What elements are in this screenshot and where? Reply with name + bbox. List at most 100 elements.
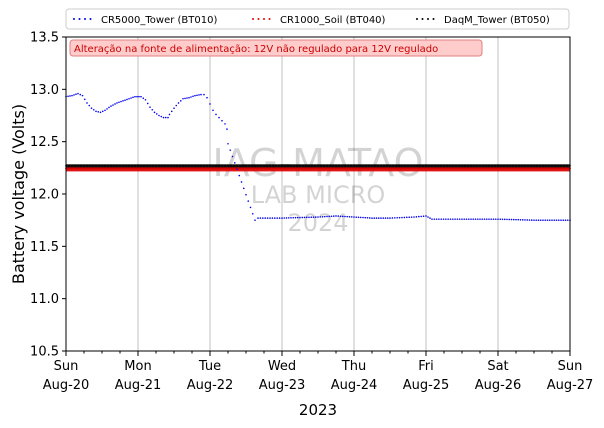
series-0-point	[492, 218, 495, 220]
y-tick-label-1: 11.0	[30, 292, 59, 307]
series-0-point	[162, 116, 165, 119]
series-1-point	[338, 167, 340, 170]
series-2-point	[368, 164, 370, 167]
series-2-point	[371, 164, 373, 167]
x-axis-title: 2023	[299, 401, 337, 419]
series-0-point	[389, 217, 391, 219]
series-1-point	[209, 167, 211, 170]
series-2-point	[521, 164, 523, 167]
series-0-point	[81, 94, 84, 97]
series-2-point	[173, 164, 175, 167]
series-0-point	[247, 200, 250, 202]
series-2-point	[224, 164, 226, 167]
series-2-point	[227, 164, 229, 167]
legend-marker-1	[257, 18, 260, 20]
series-1-point	[437, 167, 439, 170]
series-0-point	[339, 215, 342, 218]
series-2-point	[344, 164, 346, 167]
series-2-point	[182, 164, 184, 167]
series-1-point	[467, 167, 469, 170]
y-tick-label-4: 12.5	[30, 135, 59, 150]
series-1-point	[302, 167, 304, 170]
series-2-point	[419, 164, 421, 167]
series-2-point	[392, 164, 394, 167]
series-0-point	[566, 219, 569, 221]
series-2-point	[446, 164, 448, 167]
series-0-point	[368, 217, 371, 219]
y-axis-title: Battery voltage (Volts)	[9, 104, 28, 284]
series-0-point	[422, 215, 425, 217]
series-0-point	[308, 216, 310, 219]
series-2-point	[275, 164, 277, 167]
series-1-point	[113, 167, 115, 170]
series-2-point	[497, 164, 499, 167]
series-0-point	[467, 218, 470, 220]
series-0-point	[380, 217, 382, 219]
series-0-point	[524, 219, 526, 221]
series-2-point	[398, 164, 400, 167]
series-2-point	[413, 164, 415, 167]
series-1-point	[314, 167, 316, 170]
series-2-point	[287, 164, 289, 167]
series-0-point	[99, 111, 102, 114]
series-0-point	[285, 217, 288, 219]
series-2-point	[461, 164, 463, 167]
series-1-point	[71, 167, 73, 170]
series-0-point	[212, 109, 214, 112]
series-2-point	[116, 164, 118, 167]
series-1-band	[66, 167, 570, 172]
series-0-point	[194, 94, 196, 97]
x-tick-day-1: Mon	[124, 359, 151, 374]
series-0-point	[485, 218, 488, 220]
series-0-point	[357, 216, 360, 219]
series-2-point	[512, 164, 514, 167]
series-0-point	[483, 218, 486, 220]
series-2-point	[434, 164, 436, 167]
series-0-point	[218, 116, 220, 119]
annotation-box: Alteração na fonte de alimentação: 12V n…	[69, 39, 483, 57]
series-1-point	[305, 167, 307, 170]
legend-marker-2	[432, 18, 435, 20]
series-0-point	[321, 215, 324, 218]
series-2-point	[233, 164, 235, 167]
series-0-point	[353, 216, 355, 218]
series-0-point	[408, 216, 411, 219]
series-2-point	[518, 164, 520, 167]
series-2-point	[317, 164, 319, 167]
series-2-point	[353, 164, 355, 167]
series-2-point	[68, 164, 70, 167]
series-1-point	[347, 167, 349, 170]
series-0-point	[97, 111, 100, 113]
series-1-point	[254, 167, 256, 170]
series-0-point	[124, 99, 126, 101]
series-1-point	[440, 167, 442, 170]
series-0-point	[344, 215, 346, 218]
series-1-point	[212, 167, 214, 170]
series-2-point	[221, 164, 223, 167]
series-1-point	[536, 167, 538, 170]
y-tick-label-5: 13.0	[30, 83, 59, 98]
series-2-point	[83, 164, 85, 167]
series-0-point	[497, 218, 499, 220]
series-0-point	[474, 218, 477, 220]
series-1-point	[431, 167, 433, 170]
series-1-point	[389, 167, 391, 170]
series-0-point	[254, 219, 256, 221]
series-0-point	[146, 102, 149, 105]
series-2-point	[302, 164, 304, 167]
series-1-point	[191, 167, 193, 170]
series-0-point	[359, 216, 362, 219]
series-0-point	[209, 103, 211, 105]
series-2-point	[128, 164, 130, 167]
series-1-point	[545, 167, 547, 170]
series-2-point	[101, 164, 103, 167]
series-1-point	[128, 167, 130, 170]
series-1-point	[155, 167, 157, 170]
watermark-line-1: IAG-MATAO	[212, 141, 423, 185]
series-0-point	[384, 217, 387, 219]
series-2-point	[470, 164, 472, 167]
series-0-point	[463, 218, 466, 220]
series-0-point	[510, 218, 513, 221]
series-1-point	[503, 167, 505, 170]
series-1-point	[266, 167, 268, 170]
